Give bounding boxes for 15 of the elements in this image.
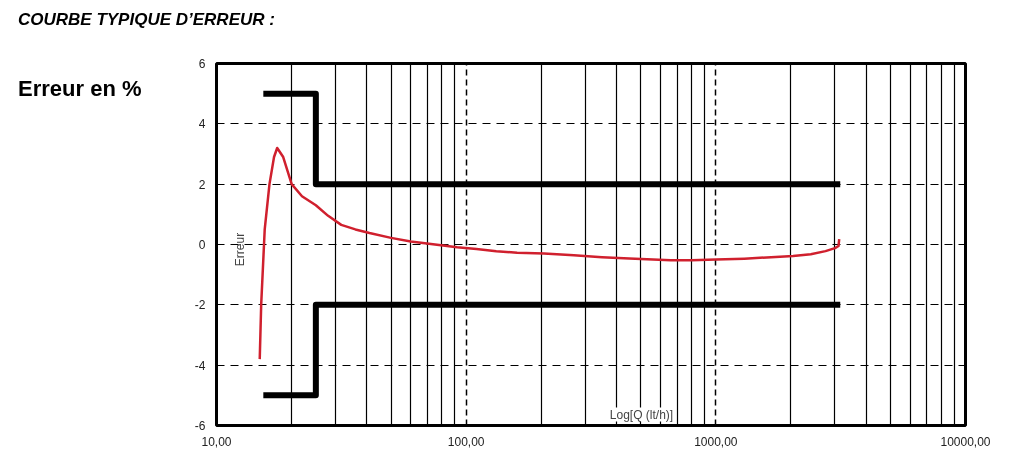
y-axis-title: Erreur	[232, 232, 247, 267]
x-tick-label: 1000,00	[694, 434, 738, 449]
x-tick-label: 100,00	[447, 434, 485, 449]
y-tick-label: 4	[198, 117, 206, 132]
y-tick-label: -4	[194, 358, 206, 373]
chart-title: COURBE TYPIQUE D’ERREUR :	[18, 9, 275, 31]
y-tick-label: 2	[198, 177, 206, 192]
y-tick-label: 6	[198, 57, 206, 71]
y-tick-label: -6	[194, 419, 206, 433]
y-tick-label: 0	[198, 238, 206, 252]
x-tick-label: 10000,00	[940, 434, 991, 449]
y-tick-label: -2	[194, 298, 206, 313]
x-axis-title: Log[Q (lt/h)]	[609, 407, 674, 422]
text: Erreur en %	[18, 75, 142, 103]
x-tick-label: 10,00	[201, 434, 232, 449]
